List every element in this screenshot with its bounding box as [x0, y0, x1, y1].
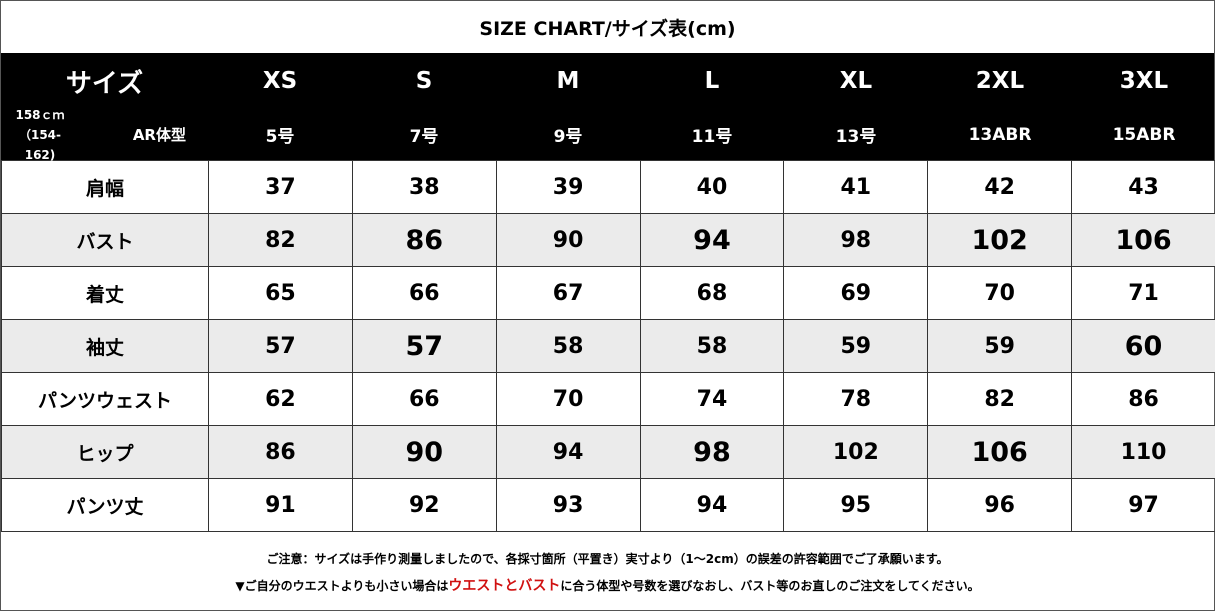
row-label: パンツウェスト [2, 373, 209, 426]
cell-value: 82 [928, 373, 1072, 426]
number-xs: 5号 [208, 109, 352, 160]
row-label: 肩幅 [2, 161, 209, 214]
row-label: ヒップ [2, 426, 209, 479]
cell-value: 86 [352, 214, 496, 267]
row-label: バスト [2, 214, 209, 267]
size-m: M [496, 53, 640, 109]
cell-value: 86 [209, 426, 353, 479]
cell-value: 70 [496, 373, 640, 426]
cell-value: 37 [209, 161, 353, 214]
cell-value: 69 [784, 267, 928, 320]
number-2xl: 13ABR [928, 109, 1072, 160]
size-xl: XL [784, 53, 928, 109]
number-s: 7号 [352, 109, 496, 160]
cell-value: 57 [352, 320, 496, 373]
cell-value: 65 [209, 267, 353, 320]
size-label: サイズ [1, 53, 208, 109]
cell-value: 62 [209, 373, 353, 426]
cell-value: 66 [352, 373, 496, 426]
number-l: 11号 [640, 109, 784, 160]
note-2: ▼ご自分のウエストよりも小さい場合はウエストとバストに合う体型や号数を選びなおし… [235, 575, 979, 595]
cell-value: 90 [352, 426, 496, 479]
cell-value: 60 [1072, 320, 1215, 373]
cell-value: 39 [496, 161, 640, 214]
cell-value: 94 [640, 214, 784, 267]
cell-value: 59 [928, 320, 1072, 373]
cell-value: 102 [928, 214, 1072, 267]
number-xl: 13号 [784, 109, 928, 160]
cell-value: 93 [496, 479, 640, 532]
cell-value: 106 [1072, 214, 1215, 267]
number-m: 9号 [496, 109, 640, 160]
cell-value: 95 [784, 479, 928, 532]
size-header: サイズ XS S M L XL 2XL 3XL 158ｃｍ（154-162) A… [1, 53, 1214, 160]
cell-value: 90 [496, 214, 640, 267]
footer-notes: ご注意：サイズは手作り測量しましたので、各採寸箇所（平置き）実寸より（1～2cm… [1, 532, 1214, 612]
cell-value: 38 [352, 161, 496, 214]
cell-value: 102 [784, 426, 928, 479]
cell-value: 70 [928, 267, 1072, 320]
cell-value: 58 [640, 320, 784, 373]
cell-value: 106 [928, 426, 1072, 479]
cell-value: 98 [784, 214, 928, 267]
number-3xl: 15ABR [1072, 109, 1215, 160]
size-2xl: 2XL [928, 53, 1072, 109]
body-type: AR体型 [133, 124, 186, 145]
cell-value: 67 [496, 267, 640, 320]
cell-value: 43 [1072, 161, 1215, 214]
body-info: 158ｃｍ（154-162) AR体型 [1, 109, 208, 160]
cell-value: 98 [640, 426, 784, 479]
row-label: パンツ丈 [2, 479, 209, 532]
size-3xl: 3XL [1072, 53, 1215, 109]
cell-value: 92 [352, 479, 496, 532]
note-2-pre: ▼ご自分のウエストよりも小さい場合は [235, 579, 448, 593]
row-label: 袖丈 [2, 320, 209, 373]
cell-value: 78 [784, 373, 928, 426]
cell-value: 97 [1072, 479, 1215, 532]
cell-value: 94 [640, 479, 784, 532]
cell-value: 68 [640, 267, 784, 320]
note-1: ご注意：サイズは手作り測量しましたので、各採寸箇所（平置き）実寸より（1～2cm… [266, 550, 948, 567]
cell-value: 86 [1072, 373, 1215, 426]
height-note: 158ｃｍ（154-162) [5, 105, 75, 165]
cell-value: 91 [209, 479, 353, 532]
cell-value: 71 [1072, 267, 1215, 320]
cell-value: 74 [640, 373, 784, 426]
cell-value: 40 [640, 161, 784, 214]
cell-value: 58 [496, 320, 640, 373]
cell-value: 82 [209, 214, 353, 267]
row-label: 着丈 [2, 267, 209, 320]
cell-value: 59 [784, 320, 928, 373]
cell-value: 94 [496, 426, 640, 479]
cell-value: 57 [209, 320, 353, 373]
size-s: S [352, 53, 496, 109]
cell-value: 41 [784, 161, 928, 214]
note-2-highlight: ウエストとバスト [448, 578, 560, 594]
size-xs: XS [208, 53, 352, 109]
cell-value: 96 [928, 479, 1072, 532]
note-2-post: に合う体型や号数を選びなおし、バスト等のお直しのご注文をしてください。 [560, 579, 979, 593]
cell-value: 42 [928, 161, 1072, 214]
cell-value: 110 [1072, 426, 1215, 479]
chart-title: SIZE CHART/サイズ表(cm) [1, 1, 1214, 53]
cell-value: 66 [352, 267, 496, 320]
size-l: L [640, 53, 784, 109]
